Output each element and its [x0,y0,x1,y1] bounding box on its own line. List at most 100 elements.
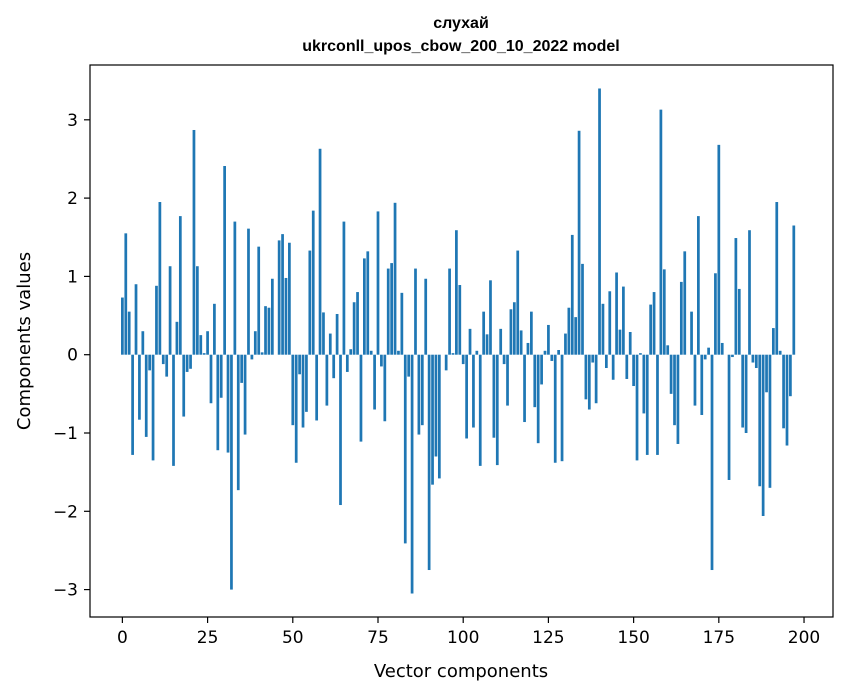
bar-35 [240,354,244,383]
bar-172 [707,347,710,355]
bar-60 [325,354,329,406]
bar-155 [649,304,653,355]
bar-64 [339,354,342,506]
bar-112 [502,354,506,365]
bar-104 [475,350,479,355]
bar-66 [345,354,349,372]
bar-57 [315,354,319,421]
y-tick-label: −1 [53,424,78,444]
bar-38 [250,354,254,360]
bar-8 [148,354,152,371]
bar-190 [768,354,772,488]
bar-159 [662,269,666,355]
bar-4 [134,284,138,355]
x-tick-label: 150 [617,628,649,648]
bar-55 [308,250,312,355]
bar-181 [737,288,741,355]
bar-169 [697,216,700,355]
bar-87 [417,354,421,435]
bar-10 [155,285,158,355]
bar-193 [778,350,782,355]
x-axis-label: Vector components [374,661,548,682]
bar-115 [512,302,516,355]
bar-95 [444,354,448,371]
bar-14 [168,266,172,355]
bar-88 [420,354,424,426]
bar-75 [376,211,380,355]
bar-15 [172,354,175,466]
bar-125 [547,324,550,355]
bar-97 [451,353,455,355]
bar-20 [189,354,192,369]
y-tick-label: −2 [53,502,78,522]
bar-89 [424,278,428,355]
bar-79 [390,263,393,355]
bar-23 [199,335,203,355]
bar-108 [489,280,492,355]
bar-34 [236,354,240,491]
bar-174 [714,273,717,355]
bar-135 [581,263,584,355]
bar-118 [523,354,526,423]
bar-149 [628,332,632,355]
bar-65 [342,221,346,355]
bar-7 [144,354,148,437]
bar-196 [789,354,792,397]
bar-197 [792,225,796,355]
bar-85 [410,354,414,594]
bar-100 [461,354,465,365]
bar-92 [434,354,438,457]
bar-44 [270,278,274,355]
bar-154 [645,354,649,455]
bar-73 [369,350,373,355]
bar-129 [560,354,564,462]
x-tick-label: 100 [447,628,479,648]
bar-185 [751,354,755,363]
bar-101 [465,354,468,439]
bar-91 [431,354,434,485]
bar-180 [734,238,738,355]
bar-127 [553,354,557,463]
x-tick-label: 0 [117,628,128,648]
bar-67 [349,349,353,355]
bar-121 [533,354,537,408]
bar-18 [182,354,186,417]
y-tick-label: −3 [53,581,78,601]
bar-39 [253,331,257,355]
bar-160 [666,345,670,355]
x-tick-label: 200 [788,628,820,648]
bar-164 [679,281,683,355]
bar-25 [206,331,209,355]
bar-130 [564,333,567,355]
bar-19 [185,354,189,372]
bar-96 [448,268,451,355]
bar-105 [478,354,482,466]
bar-69 [356,292,359,355]
bar-170 [700,354,704,415]
bar-156 [652,292,656,355]
bar-161 [669,354,673,394]
y-axis-label: Components values [14,252,35,430]
bar-163 [676,354,680,444]
bar-22 [196,266,199,355]
bar-49 [288,242,291,355]
bar-43 [267,307,271,355]
bar-17 [178,216,182,355]
bar-6 [141,331,145,355]
bar-147 [622,286,625,355]
chart-subtitle: ukrconll_upos_cbow_200_10_2022 model [302,38,619,55]
bar-187 [758,354,762,487]
y-tick-label: 2 [67,189,78,209]
bar-131 [567,307,571,355]
bar-31 [226,354,230,453]
bar-50 [291,354,295,426]
bar-12 [161,354,165,365]
bar-114 [509,309,513,355]
bar-54 [305,354,308,412]
bar-146 [618,329,622,355]
bar-37 [247,228,250,355]
bar-28 [216,354,220,451]
bar-136 [584,354,588,400]
bar-80 [393,202,397,355]
bar-40 [257,246,261,355]
